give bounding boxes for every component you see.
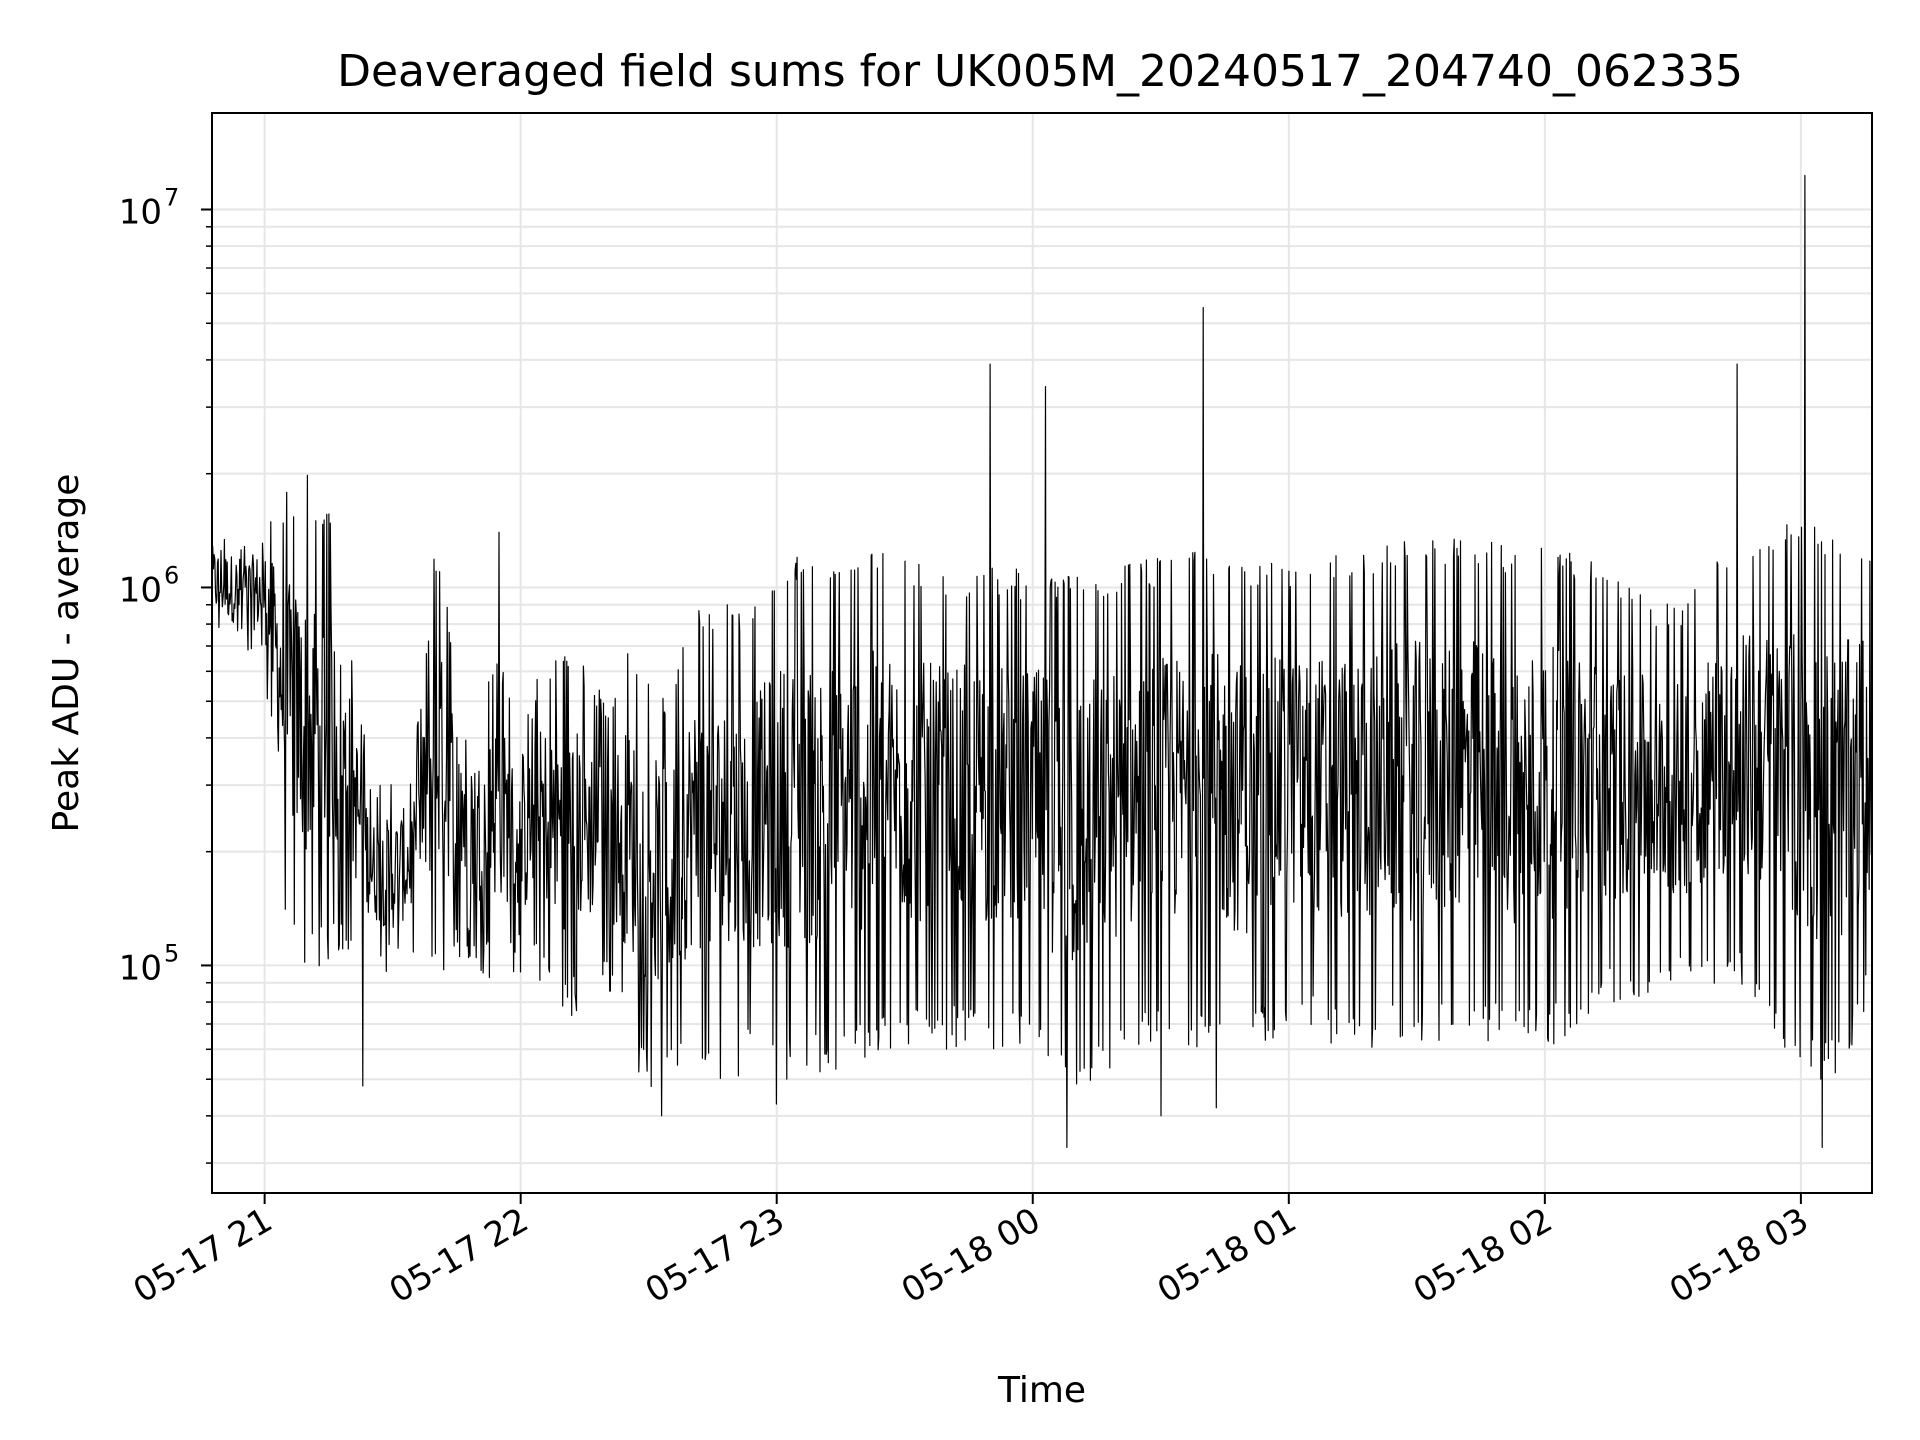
y-tick-exponent: 5: [164, 939, 179, 967]
y-tick-exponent: 7: [164, 183, 179, 211]
x-axis-label: Time: [997, 1370, 1086, 1411]
y-axis-label: Peak ADU - average: [46, 474, 87, 833]
chart-title: Deaveraged field sums for UK005M_2024051…: [337, 46, 1743, 97]
series-line-path: [211, 174, 1873, 1149]
plot-frame: [211, 112, 1873, 1194]
y-tick-label: 10: [119, 192, 162, 232]
series-line: [211, 174, 1873, 1149]
y-tick-label: 10: [119, 570, 162, 610]
y-tick-label: 10: [119, 948, 162, 988]
y-tick-exponent: 6: [164, 561, 179, 589]
